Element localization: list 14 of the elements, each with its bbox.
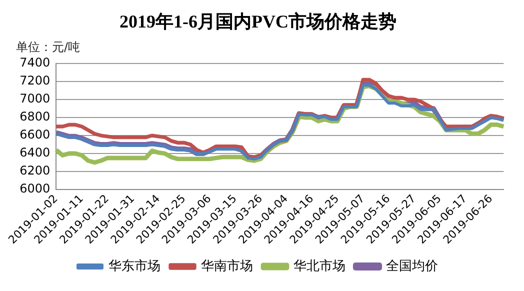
y-tick-label: 6400	[20, 146, 50, 160]
y-tick-label: 6600	[20, 128, 50, 142]
y-tick-label: 6200	[20, 164, 50, 178]
y-axis-title: 单位：元/吨	[16, 40, 80, 54]
y-tick-label: 7200	[20, 74, 50, 88]
y-tick-label: 7400	[20, 56, 50, 70]
legend-label: 全国均价	[386, 258, 438, 274]
y-tick-label: 7000	[20, 92, 50, 106]
legend-label: 华东市场	[108, 258, 160, 274]
chart-title: 2019年1-6月国内PVC市场价格走势	[120, 11, 396, 32]
y-tick-label: 6000	[20, 182, 50, 196]
y-tick-label: 6800	[20, 110, 50, 124]
legend-label: 华南市场	[201, 258, 253, 274]
legend-label: 华北市场	[294, 258, 346, 274]
